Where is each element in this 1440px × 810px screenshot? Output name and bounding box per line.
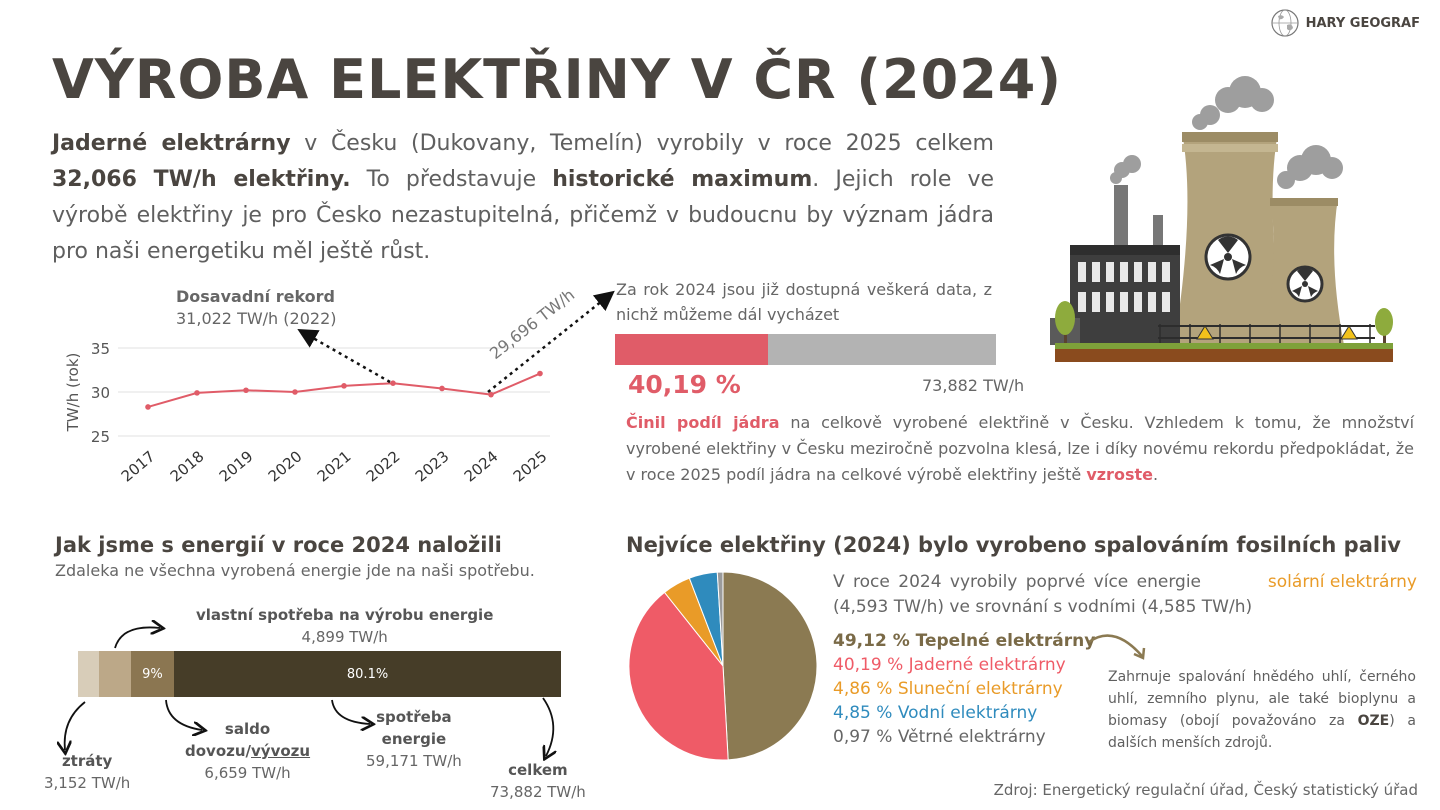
data-point [390, 380, 396, 386]
label-spotreba-line1: spotřeba [376, 708, 452, 726]
x-tick-label: 2023 [412, 447, 453, 485]
label-saldo-dovoz: dovozu/ [185, 742, 252, 760]
page-title: VÝROBA ELEKTŘINY V ČR (2024) [52, 48, 1063, 111]
energy-segment: 9% [130, 651, 175, 697]
energy-subheading: Zdaleka ne všechna vyrobená energie jde … [55, 561, 535, 580]
legend-vodni: 4,85 % Vodní elektrárny [833, 703, 1038, 723]
legend-slunecni: 4,86 % Sluneční elektrárny [833, 679, 1063, 699]
share-total: 73,882 TW/h [922, 376, 1025, 395]
label-celkem-name: celkem [508, 761, 568, 779]
power-plant-illustration [1050, 76, 1393, 362]
share-paragraph-accent: vzroste [1086, 465, 1153, 484]
label-vlastni-name: vlastní spotřeba na výrobu energie [196, 606, 494, 624]
label-spotreba-value: 59,171 TW/h [366, 752, 462, 770]
pie-slice [628, 591, 729, 761]
share-paragraph-end: . [1152, 465, 1159, 484]
share-paragraph-body: na celkově vyrobené elektřině v Česku. V… [626, 413, 1415, 484]
intro-bold-1: Jaderné elektrárny [52, 131, 291, 156]
intro-text-1: v Česku (Dukovany, Temelín) vyrobily v r… [290, 131, 994, 156]
pie-intro-text: V roce 2024 vyrobily poprvé více energie [833, 572, 1210, 592]
share-bar-fill [615, 334, 769, 365]
label-ztraty-name: ztráty [61, 752, 113, 770]
intro-paragraph: Jaderné elektrárny v Česku (Dukovany, Te… [52, 126, 994, 270]
line-chart: 25 30 35 TW/h (rok) 2017 2018 2019 2020 2021 2022… [64, 340, 551, 486]
label-ztraty-value: 3,152 TW/h [44, 774, 131, 792]
intro-text-2: To představuje [350, 167, 553, 192]
pie-intro-line2: (4,593 TW/h) ve srovnání s vodními (4,58… [833, 597, 1253, 617]
record-annotation: Dosavadní rekord 31,022 TW/h (2022) [176, 286, 336, 330]
energy-arrows [40, 610, 600, 770]
data-point [243, 387, 249, 394]
y-tick-label: 25 [91, 428, 110, 446]
label-spotreba: spotřeba energie 59,171 TW/h [366, 706, 462, 772]
pie-chart [628, 571, 818, 761]
x-tick-label: 2020 [265, 447, 306, 485]
source-note: Zdroj: Energetický regulační úřad, Český… [993, 781, 1418, 799]
y-tick-label: 30 [91, 384, 110, 402]
record-value: 31,022 TW/h (2022) [176, 309, 337, 328]
energy-stacked-bar: 9% 80.1% [78, 651, 561, 697]
y-axis-label: TW/h (rok) [64, 353, 82, 433]
label-saldo-value: 6,659 TW/h [204, 764, 291, 782]
x-tick-label: 2024 [461, 447, 502, 485]
share-percent: 40,19 % [628, 370, 741, 399]
x-tick-label: 2025 [510, 447, 551, 485]
label-celkem: celkem 73,882 TW/h [490, 759, 586, 803]
pie-slice [722, 571, 818, 761]
data-point [145, 404, 151, 410]
intro-text-3: . Jejich role ve výrobě elektřiny je pro… [52, 167, 994, 264]
brand-name: HARY GEOGRAF [1305, 15, 1420, 31]
data-point [341, 383, 347, 389]
x-tick-label: 2019 [216, 447, 257, 485]
energy-segment: 80.1% [174, 651, 561, 697]
fossil-note: Zahrnuje spalování hnědého uhlí, černého… [1108, 666, 1416, 754]
label-saldo-line2: dovozu/vývozu [185, 740, 310, 762]
data-point [537, 370, 543, 377]
pie-intro: V roce 2024 vyrobily poprvé více energie… [833, 570, 1417, 620]
share-paragraph: Činil podíl jádra na celkově vyrobené el… [626, 410, 1414, 488]
y-tick-label: 35 [91, 340, 110, 358]
pie-intro-line1: V roce 2024 vyrobily poprvé více energie… [833, 570, 1417, 595]
dotted-arrows [297, 290, 615, 393]
data-point [439, 385, 445, 392]
label-ztraty: ztráty 3,152 TW/h [44, 750, 130, 794]
label-celkem-value: 73,882 TW/h [490, 783, 586, 801]
fossil-note-c: ) a dalších menších zdrojů. [1108, 713, 1416, 751]
label-saldo-line1: saldo [224, 720, 271, 738]
record-title: Dosavadní rekord [176, 287, 336, 306]
intro-bold-3: historické maximum [552, 167, 813, 192]
pie-slice [716, 571, 724, 667]
fossil-note-oze: OZE [1357, 713, 1390, 729]
energy-segment [78, 651, 99, 697]
x-tick-label: 2022 [363, 447, 404, 485]
brand: HARY GEOGRAF [1270, 8, 1420, 38]
label-vlastni-value: 4,899 TW/h [301, 628, 388, 646]
pie-legend: 49,12 % Tepelné elektrárny 40,19 % Jader… [833, 629, 1095, 749]
intro-bold-2: 32,066 TW/h elektřiny. [52, 167, 351, 192]
data-point [194, 390, 200, 396]
legend-tepelne: 49,12 % Tepelné elektrárny [833, 631, 1096, 651]
legend-jaderne: 40,19 % Jaderné elektrárny [833, 655, 1066, 675]
x-tick-label: 2017 [118, 447, 159, 485]
label-vlastni: vlastní spotřeba na výrobu energie 4,899… [196, 604, 493, 648]
legend-vetrne: 0,97 % Větrné elektrárny [833, 727, 1046, 747]
globe-icon [1270, 9, 1299, 37]
pie-heading: Nejvíce elektřiny (2024) bylo vyrobeno s… [626, 533, 1401, 557]
data-point [292, 389, 298, 395]
label-saldo-vyvoz: vývozu [251, 742, 311, 760]
share-paragraph-lead: Činil podíl jádra [626, 413, 780, 432]
energy-heading: Jak jsme s energií v roce 2024 naložili [55, 533, 502, 557]
share-note: Za rok 2024 jsou již dostupná veškerá da… [616, 280, 992, 324]
legend-arrow [1088, 634, 1146, 660]
x-tick-label: 2018 [167, 447, 208, 485]
share-bar [615, 334, 996, 365]
data-point [488, 391, 494, 398]
pie-intro-accent: solární elektrárny [1267, 572, 1417, 592]
fossil-note-a: Zahrnuje spalování hnědého uhlí, černého… [1108, 669, 1416, 729]
energy-segment [98, 651, 131, 697]
x-tick-label: 2021 [314, 447, 355, 485]
label-spotreba-line2: energie [381, 730, 447, 748]
label-saldo: saldo dovozu/vývozu 6,659 TW/h [185, 718, 310, 784]
